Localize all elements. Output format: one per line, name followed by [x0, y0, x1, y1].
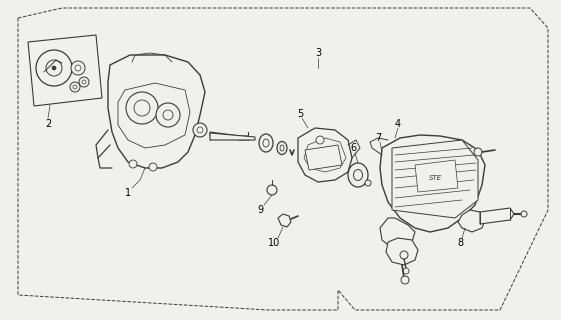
Circle shape	[73, 85, 77, 89]
Text: 10: 10	[268, 238, 280, 248]
Ellipse shape	[353, 170, 362, 180]
Circle shape	[126, 92, 158, 124]
Polygon shape	[415, 160, 458, 192]
Circle shape	[163, 110, 173, 120]
Polygon shape	[392, 140, 478, 218]
Ellipse shape	[280, 145, 284, 151]
Circle shape	[267, 185, 277, 195]
Polygon shape	[118, 83, 190, 148]
Polygon shape	[298, 128, 352, 182]
Polygon shape	[480, 208, 514, 224]
Text: 7: 7	[375, 133, 381, 143]
Text: 4: 4	[395, 119, 401, 129]
Circle shape	[71, 61, 85, 75]
Polygon shape	[304, 138, 346, 172]
Text: 9: 9	[257, 205, 263, 215]
Polygon shape	[28, 35, 102, 106]
Circle shape	[134, 100, 150, 116]
Text: STE: STE	[429, 175, 443, 181]
Polygon shape	[278, 214, 291, 227]
Circle shape	[149, 163, 157, 171]
Text: 3: 3	[315, 48, 321, 58]
Circle shape	[316, 136, 324, 144]
Circle shape	[46, 60, 62, 76]
Circle shape	[129, 160, 137, 168]
Circle shape	[193, 123, 207, 137]
Circle shape	[403, 268, 409, 274]
Ellipse shape	[263, 139, 269, 147]
Ellipse shape	[259, 134, 273, 152]
Circle shape	[156, 103, 180, 127]
Polygon shape	[210, 132, 248, 140]
Text: 5: 5	[297, 109, 303, 119]
Text: 2: 2	[45, 119, 51, 129]
Text: 6: 6	[350, 143, 356, 153]
Circle shape	[474, 148, 482, 156]
Circle shape	[82, 80, 86, 84]
Polygon shape	[386, 238, 418, 265]
Circle shape	[70, 82, 80, 92]
Polygon shape	[108, 55, 205, 168]
Text: 1: 1	[125, 188, 131, 198]
Polygon shape	[210, 133, 255, 140]
Circle shape	[75, 65, 81, 71]
Polygon shape	[305, 145, 342, 170]
Circle shape	[52, 66, 56, 70]
Circle shape	[36, 50, 72, 86]
Polygon shape	[380, 135, 485, 232]
Circle shape	[79, 77, 89, 87]
Ellipse shape	[277, 141, 287, 155]
Polygon shape	[458, 210, 485, 232]
Polygon shape	[380, 218, 415, 248]
Circle shape	[365, 180, 371, 186]
Circle shape	[400, 251, 408, 259]
Circle shape	[521, 211, 527, 217]
Text: 8: 8	[457, 238, 463, 248]
Ellipse shape	[348, 163, 368, 187]
Circle shape	[197, 127, 203, 133]
Circle shape	[401, 276, 409, 284]
